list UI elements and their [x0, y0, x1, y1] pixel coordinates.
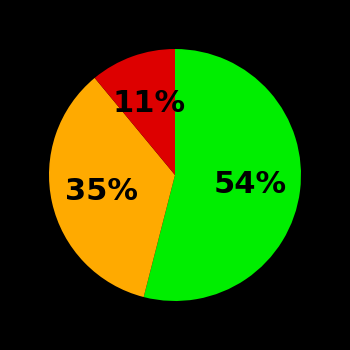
Text: 35%: 35% [65, 177, 138, 206]
Wedge shape [95, 49, 175, 175]
Wedge shape [49, 78, 175, 297]
Text: 11%: 11% [113, 89, 186, 118]
Wedge shape [144, 49, 301, 301]
Text: 54%: 54% [214, 170, 287, 199]
